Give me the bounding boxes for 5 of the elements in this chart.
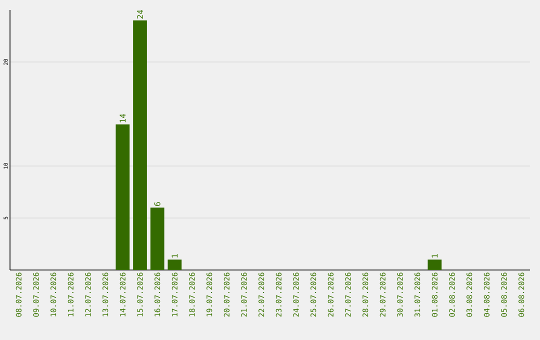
bar bbox=[428, 260, 442, 270]
bar bbox=[116, 124, 130, 270]
bar bbox=[168, 260, 182, 270]
bar bbox=[150, 208, 164, 270]
bar bbox=[133, 20, 147, 270]
